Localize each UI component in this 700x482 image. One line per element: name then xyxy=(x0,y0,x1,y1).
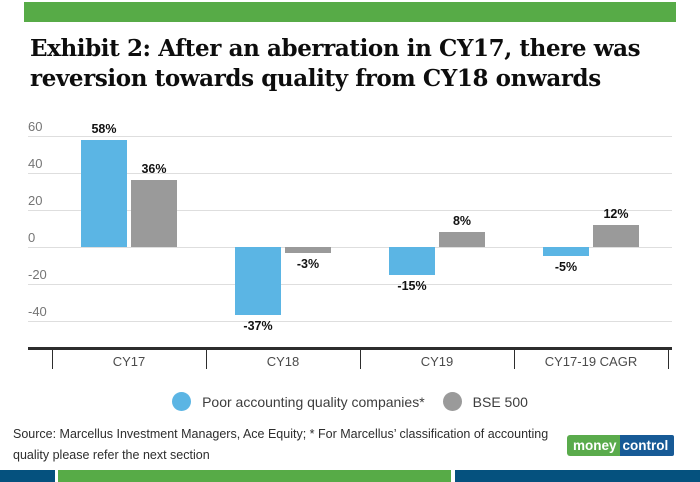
x-category-label: CY17 xyxy=(112,354,146,369)
bar-value-label: 12% xyxy=(603,206,629,221)
y-gridline xyxy=(28,284,672,285)
x-axis-tick xyxy=(667,347,669,369)
bar-poor-accounting-quality xyxy=(543,247,589,257)
source-note-line-1: Source: Marcellus Investment Managers, A… xyxy=(13,427,549,441)
legend-dot xyxy=(172,392,192,411)
legend-dot xyxy=(442,392,462,411)
exhibit-title: Exhibit 2: After an aberration in CY17, … xyxy=(30,34,641,94)
bottom-accent-bar-green xyxy=(58,470,451,482)
legend-item: BSE 500 xyxy=(442,392,528,411)
bar-poor-accounting-quality xyxy=(389,247,435,275)
x-category-label: CY17-19 CAGR xyxy=(544,354,638,369)
top-accent-bar xyxy=(24,2,676,22)
y-gridline xyxy=(28,173,672,174)
x-axis-tick xyxy=(513,347,515,369)
y-gridline xyxy=(28,136,672,137)
moneycontrol-logo: money control xyxy=(567,435,675,456)
bar-value-label: 8% xyxy=(452,214,472,229)
bar-value-label: -37% xyxy=(243,319,273,334)
source-note-line-2: quality please refer the next section xyxy=(13,448,210,462)
bar-poor-accounting-quality xyxy=(235,247,281,316)
x-axis-tick xyxy=(51,347,53,369)
bar-bse500 xyxy=(439,232,485,247)
bottom-accent-bar-blue-left xyxy=(0,470,55,482)
bar-bse500 xyxy=(131,180,177,247)
y-tick-label: 60 xyxy=(28,119,43,134)
x-axis-tick xyxy=(359,347,361,369)
y-gridline xyxy=(28,247,672,248)
legend-label: BSE 500 xyxy=(472,393,528,410)
bar-value-label: 36% xyxy=(141,162,167,177)
y-gridline xyxy=(28,210,672,211)
logo-control-segment: control xyxy=(619,435,675,456)
source-note: Source: Marcellus Investment Managers, A… xyxy=(13,424,548,466)
y-tick-label: -20 xyxy=(28,267,47,282)
y-tick-label: -40 xyxy=(28,304,47,319)
y-tick-label: 20 xyxy=(28,193,43,208)
exhibit-title-line-1: Exhibit 2: After an aberration in CY17, … xyxy=(30,35,641,62)
bottom-accent-bar-blue-right xyxy=(455,470,700,482)
bar-bse500 xyxy=(285,247,331,253)
x-axis-tick xyxy=(205,347,207,369)
logo-money-segment: money xyxy=(567,435,620,456)
y-tick-label: 40 xyxy=(28,156,43,171)
bar-bse500 xyxy=(593,224,639,247)
exhibit-title-line-2: reversion towards quality from CY18 onwa… xyxy=(30,65,601,92)
x-axis-line xyxy=(28,347,672,350)
legend-item: Poor accounting quality companies* xyxy=(172,392,425,411)
grouped-bar-chart: 60 40 20 0 -20 -40 58% 36% -37% -3% -15% 8% -5% 12% CY… xyxy=(28,119,672,380)
bar-value-label: -5% xyxy=(554,260,578,275)
y-tick-label: 0 xyxy=(28,230,36,245)
chart-legend: Poor accounting quality companies* BSE 50… xyxy=(0,392,700,411)
bar-poor-accounting-quality xyxy=(81,139,127,247)
bar-value-label: -15% xyxy=(397,278,427,293)
legend-label: Poor accounting quality companies* xyxy=(202,393,425,410)
bar-value-label: -3% xyxy=(296,256,320,271)
x-category-label: CY19 xyxy=(420,354,454,369)
y-gridline xyxy=(28,321,672,322)
bar-value-label: 58% xyxy=(91,121,117,136)
x-category-label: CY18 xyxy=(266,354,300,369)
